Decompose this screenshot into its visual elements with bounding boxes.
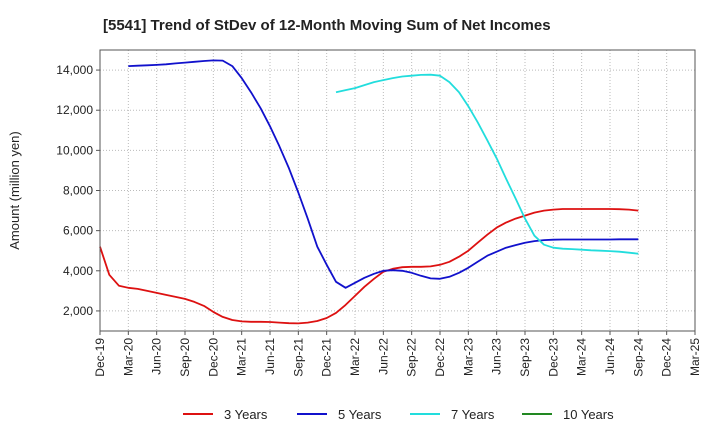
series-line-3 (335, 73, 639, 255)
legend-label: 7 Years (451, 407, 495, 422)
y-tick-label: 12,000 (56, 103, 93, 117)
x-tick-label: Dec-23 (546, 338, 560, 377)
x-tick-label: Dec-19 (93, 338, 107, 377)
legend-label: 3 Years (224, 407, 268, 422)
x-tick-label: Sep-23 (518, 338, 532, 377)
y-tick-label: 14,000 (56, 63, 93, 77)
x-axis: Dec-19 Mar-20 Jun-20 Sep-20 Dec-20 Mar-21 Jun-… (93, 331, 702, 377)
x-tick-label: Jun-21 (263, 338, 277, 375)
x-tick-label: Sep-20 (178, 338, 192, 377)
x-tick-label: Mar-23 (461, 338, 475, 376)
x-tick-label: Mar-22 (348, 338, 362, 376)
x-tick-label: Mar-25 (688, 338, 702, 376)
x-tick-label: Jun-24 (603, 338, 617, 375)
x-tick-label: Jun-22 (376, 338, 390, 375)
legend-label: 10 Years (563, 407, 614, 422)
y-tick-label: 8,000 (63, 184, 93, 198)
x-tick-label: Dec-20 (206, 338, 220, 377)
y-axis-label: Amount (million yen) (7, 131, 22, 250)
chart-title: [5541] Trend of StDev of 12-Month Moving… (103, 17, 551, 34)
legend-label: 5 Years (338, 407, 382, 422)
x-tick-label: Mar-24 (575, 338, 589, 376)
x-tick-label: Dec-24 (660, 338, 674, 377)
x-tick-label: Sep-22 (405, 338, 419, 377)
x-tick-label: Jun-20 (150, 338, 164, 375)
series-lines (99, 59, 639, 325)
x-tick-label: Sep-24 (631, 338, 645, 377)
y-tick-label: 10,000 (56, 143, 93, 157)
y-axis: 2,000 4,000 6,000 8,000 10,000 12,000 14,000 (56, 63, 100, 318)
x-tick-label: Dec-22 (433, 338, 447, 377)
x-tick-label: Mar-20 (121, 338, 135, 376)
y-tick-label: 6,000 (63, 224, 93, 238)
x-tick-label: Sep-21 (291, 338, 305, 377)
series-line-1 (99, 208, 639, 325)
series-line-2 (128, 59, 639, 289)
x-tick-label: Jun-23 (490, 338, 504, 375)
gridlines (100, 50, 695, 331)
y-tick-label: 4,000 (63, 264, 93, 278)
y-tick-label: 2,000 (63, 304, 93, 318)
legend: 3 Years 5 Years 7 Years 10 Years (183, 407, 614, 422)
x-tick-label: Mar-21 (235, 338, 249, 376)
x-tick-label: Dec-21 (320, 338, 334, 377)
